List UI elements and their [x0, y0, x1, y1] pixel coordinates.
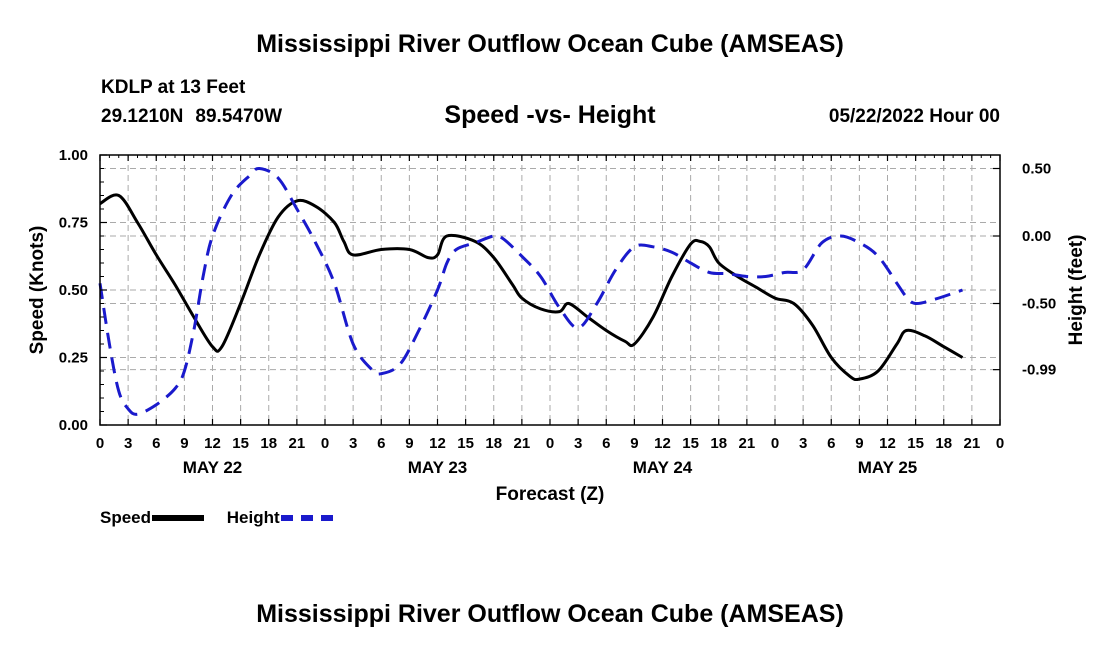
footer-title: Mississippi River Outflow Ocean Cube (AM… — [256, 600, 844, 628]
x-tick-label: 18 — [485, 435, 502, 452]
day-label: MAY 23 — [408, 458, 468, 477]
chart-subtitle: Speed -vs- Height — [444, 101, 656, 129]
x-axis-label: Forecast (Z) — [496, 484, 605, 505]
x-tick-label: 18 — [260, 435, 277, 452]
legend: Speed Height — [100, 508, 351, 528]
x-tick-label: 12 — [879, 435, 896, 452]
coordinates: 29.1210N 89.5470W — [101, 106, 294, 128]
x-tick-label: 9 — [405, 435, 413, 452]
x-tick-label: 15 — [232, 435, 249, 452]
x-tick-label: 21 — [739, 435, 756, 452]
y-axis-label: Speed (Knots) — [27, 226, 48, 355]
x-tick-label: 3 — [799, 435, 807, 452]
legend-speed: Speed — [100, 508, 205, 528]
day-label: MAY 25 — [858, 458, 918, 477]
series-line-speed — [99, 193, 964, 382]
ticks: 0 3 6 9 12 15 18 21 0 3 6 9 12 15 18 21 0 3 6 9 12 15 18 21 0 3 6 9… — [59, 147, 1056, 477]
series-layer — [98, 166, 964, 416]
x-tick-label: 21 — [289, 435, 306, 452]
y2-tick-label: -0.99 — [1022, 362, 1056, 379]
x-tick-label: 3 — [124, 435, 132, 452]
x-tick-label: 12 — [654, 435, 671, 452]
latitude: 29.1210N — [101, 106, 184, 127]
legend-speed-swatch — [152, 515, 205, 521]
x-tick-label: 0 — [321, 435, 329, 452]
x-tick-label: 0 — [771, 435, 779, 452]
x-tick-label: 6 — [152, 435, 160, 452]
x-tick-label: 9 — [630, 435, 638, 452]
y-tick-label: 0.75 — [59, 215, 88, 232]
x-tick-label: 15 — [907, 435, 924, 452]
x-tick-label: 6 — [602, 435, 610, 452]
x-tick-label: 9 — [855, 435, 863, 452]
day-label: MAY 24 — [633, 458, 693, 477]
x-tick-label: 0 — [96, 435, 104, 452]
y-tick-label: 1.00 — [59, 147, 88, 164]
x-tick-label: 12 — [429, 435, 446, 452]
x-tick-label: 18 — [710, 435, 727, 452]
legend-height-label: Height — [226, 508, 280, 527]
x-tick-label: 0 — [546, 435, 554, 452]
y-tick-label: 0.50 — [59, 282, 88, 299]
legend-height: Height — [227, 508, 333, 528]
y2-tick-label: -0.50 — [1022, 296, 1056, 313]
x-tick-label: 3 — [574, 435, 582, 452]
x-tick-label: 0 — [996, 435, 1004, 452]
longitude: 89.5470W — [195, 106, 283, 127]
x-tick-label: 3 — [349, 435, 357, 452]
x-tick-label: 6 — [827, 435, 835, 452]
x-tick-label: 18 — [935, 435, 952, 452]
grid — [100, 155, 1000, 425]
y2-tick-label: 0.00 — [1022, 228, 1051, 245]
y2-tick-label: 0.50 — [1022, 161, 1051, 178]
x-tick-label: 15 — [682, 435, 699, 452]
series-line-height — [98, 166, 963, 416]
x-tick-label: 15 — [457, 435, 474, 452]
y2-axis-label: Height (feet) — [1066, 235, 1087, 346]
x-tick-label: 6 — [377, 435, 385, 452]
forecast-datetime: 05/22/2022 Hour 00 — [828, 106, 1000, 127]
legend-speed-label: Speed — [100, 508, 152, 527]
legend-height-swatch — [280, 515, 333, 521]
y-tick-label: 0.00 — [59, 417, 88, 434]
station-label: KDLP at 13 Feet — [101, 77, 246, 98]
x-tick-label: 21 — [514, 435, 531, 452]
x-tick-label: 9 — [180, 435, 188, 452]
y-tick-label: 0.25 — [59, 350, 88, 367]
x-tick-label: 12 — [204, 435, 221, 452]
chart-title: Mississippi River Outflow Ocean Cube (AM… — [256, 30, 844, 58]
day-label: MAY 22 — [183, 458, 243, 477]
x-tick-label: 21 — [964, 435, 981, 452]
